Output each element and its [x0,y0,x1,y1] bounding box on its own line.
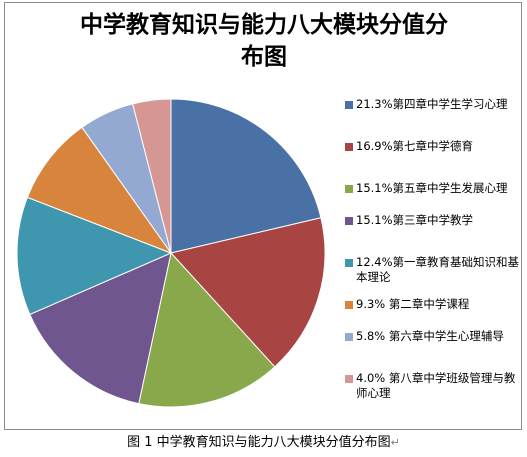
legend-label-8: 4.0% 第八章中学班级管理与教师心理 [356,371,516,400]
paragraph-mark-icon: ↵ [390,436,400,449]
chart-title: 中学教育知识与能力八大模块分值分 布图 [5,9,523,73]
legend-label-7: 5.8% 第六章中学生心理辅导 [356,329,504,343]
pie-chart [16,98,326,408]
legend-label-6: 9.3% 第二章中学课程 [356,297,470,311]
pie-slice-5 [16,196,173,316]
figure-caption: 图 1 中学教育知识与能力八大模块分值分布图↵ [0,435,527,451]
chart-title-line-2: 布图 [241,44,287,70]
pie-slice-2 [170,217,326,368]
chart-title-line-1: 中学教育知识与能力八大模块分值分 [80,12,448,38]
legend-swatch-8 [345,375,353,383]
legend-swatch-2 [345,143,353,151]
legend-swatch-5 [345,259,353,267]
legend-swatch-1 [345,101,353,109]
pie-slice-8 [132,98,172,254]
legend-label-4: 15.1%第三章中学教学 [356,213,474,227]
figure-caption-text: 图 1 中学教育知识与能力八大模块分值分布图 [127,435,391,450]
legend-swatch-7 [345,333,353,341]
legend-label-3: 15.1%第五章中学生发展心理 [356,181,508,195]
pie-slice-1 [170,98,322,254]
pie-slice-3 [138,251,276,408]
legend-label-1: 21.3%第四章中学生学习心理 [356,97,508,111]
chart-frame: 中学教育知识与能力八大模块分值分 布图 21.3%第四章中学生学习心理 16.9%… [4,2,522,430]
legend-swatch-4 [345,217,353,225]
pie-slice-4 [29,252,172,405]
legend-swatch-3 [345,185,353,193]
pie-slice-6 [26,126,173,255]
legend-label-5: 12.4%第一章教育基础知识和基本理论 [356,255,520,284]
legend-swatch-6 [345,301,353,309]
legend-label-2: 16.9%第七章中学德育 [356,139,474,153]
